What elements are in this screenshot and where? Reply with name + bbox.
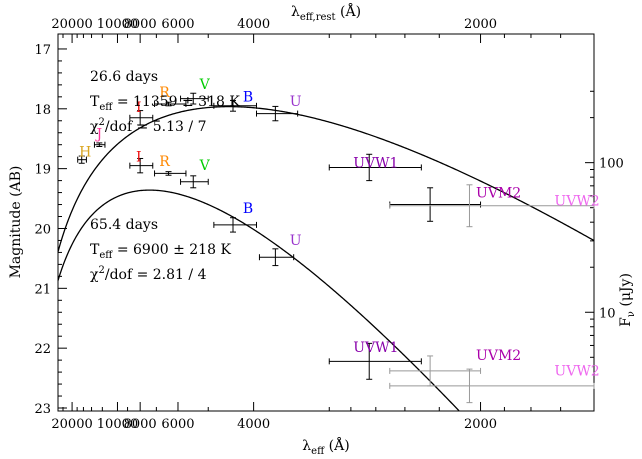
filter-label-uvw2-epoch-1: UVW2	[554, 194, 599, 210]
data-point-i-epoch-1	[129, 110, 154, 126]
y-left-tick-label: 17	[34, 43, 51, 58]
data-point-r-epoch-2	[154, 170, 187, 177]
y-axis-left-label: Magnitude (AB)	[8, 166, 24, 279]
epoch-1-teff: Teff = 11359 ± 318 K	[90, 94, 240, 113]
filter-label-i-epoch-1: I	[136, 100, 142, 116]
fit-curves	[57, 105, 595, 412]
x-bottom-tick-label: 6000	[161, 417, 194, 432]
data-point-uvm2-epoch-2	[389, 355, 482, 387]
x-bottom-tick-label: 2000	[464, 417, 497, 432]
epoch-2-teff: Teff = 6900 ± 218 K	[90, 242, 231, 261]
epoch-2-annotation: 65.4 days Teff = 6900 ± 218 K χ2/dof = 2…	[90, 217, 231, 283]
left-axis-ticks: 17 18 19 20 21 22 23	[34, 43, 67, 417]
x-axis-bottom-label: λeff (Å)	[302, 436, 349, 457]
epoch-2-chi2: χ2/dof = 2.81 / 4	[90, 265, 207, 283]
data-point-b-epoch-1	[213, 99, 257, 112]
data-point-u-epoch-2	[258, 248, 295, 267]
data-point-h-epoch-1	[77, 155, 87, 164]
y-left-tick-label: 22	[34, 342, 51, 357]
y-right-tick-label: 100	[599, 157, 624, 172]
x-top-tick-label: 10000	[97, 17, 138, 32]
filter-label-uvw2-epoch-2: UVW2	[554, 364, 599, 380]
epoch-1-label: 26.6 days	[90, 69, 158, 85]
filter-label-h-epoch-1: H	[79, 145, 91, 161]
x-top-tick-label: 2000	[464, 17, 497, 32]
blackbody-fit-curve-epoch-1	[57, 105, 595, 252]
data-point-uvw1-epoch-1	[328, 153, 422, 182]
filter-label-v-epoch-2: V	[199, 158, 211, 174]
data-point-v-epoch-2	[180, 175, 209, 189]
x-bottom-tick-label: 4000	[237, 417, 270, 432]
y-axis-right-label: Fν (μJy)	[618, 273, 637, 327]
x-top-tick-label: 20000	[51, 17, 92, 32]
x-bottom-tick-label: 8000	[124, 417, 157, 432]
filter-label-v-epoch-1: V	[199, 77, 211, 93]
filter-label-uvw1-epoch-2: UVW1	[353, 340, 398, 356]
y-left-tick-label: 18	[34, 103, 51, 118]
x-top-tick-label: 4000	[237, 17, 270, 32]
filter-label-r-epoch-2: R	[159, 154, 170, 170]
y-right-tick-label: 10	[599, 306, 616, 321]
filter-label-i-epoch-2: I	[136, 149, 142, 165]
x-bottom-tick-label: 20000	[51, 417, 92, 432]
filter-label-uvw1-epoch-1: UVW1	[353, 155, 398, 171]
epoch-2-label: 65.4 days	[90, 217, 158, 233]
filter-label-uvm2-epoch-1: UVM2	[476, 185, 521, 201]
data-point-j-epoch-1	[93, 141, 106, 148]
data-point-r-epoch-1	[154, 101, 187, 108]
x-axis-top-label: λeff,rest (Å)	[291, 2, 361, 23]
x-top-tick-label: 6000	[161, 17, 194, 32]
filter-label-uvm2-epoch-2: UVM2	[476, 348, 521, 364]
y-left-tick-label: 19	[34, 163, 51, 178]
epoch-1-chi2: χ2/dof = 5.13 / 7	[90, 117, 206, 135]
filter-label-j-epoch-1: J	[95, 127, 103, 143]
right-axis-ticks: 100 10	[585, 90, 624, 358]
data-point-uvm2-epoch-1	[389, 187, 482, 222]
data-point-uvw2-epoch-2	[389, 368, 595, 404]
filter-label-r-epoch-1: R	[159, 85, 170, 101]
data-point-b-epoch-2	[213, 217, 257, 233]
filter-label-u-epoch-1: U	[290, 94, 302, 110]
data-point-uvw2-epoch-1	[389, 184, 595, 228]
data-point-i-epoch-2	[129, 157, 154, 174]
photometry-points	[77, 92, 595, 404]
y-left-tick-label: 20	[34, 222, 51, 237]
filter-label-u-epoch-2: U	[290, 233, 302, 249]
data-point-v-epoch-1	[180, 92, 209, 105]
y-left-tick-label: 23	[34, 402, 51, 417]
blackbody-fit-curve-epoch-2	[57, 189, 460, 412]
x-top-tick-label: 8000	[124, 17, 157, 32]
y-left-tick-label: 21	[34, 282, 51, 297]
data-point-u-epoch-1	[255, 105, 299, 122]
filter-label-b-epoch-2: B	[243, 201, 253, 217]
filter-label-b-epoch-1: B	[243, 90, 253, 106]
filter-labels: HJ I R V B U UVW1 UVM2 UVW2 I R V B U UVW1 UVM2 UVW2	[79, 77, 599, 380]
data-point-uvw1-epoch-2	[328, 342, 422, 380]
x-bottom-tick-label: 10000	[97, 417, 138, 432]
epoch-1-annotation: 26.6 days Teff = 11359 ± 318 K χ2/dof = …	[90, 69, 240, 135]
